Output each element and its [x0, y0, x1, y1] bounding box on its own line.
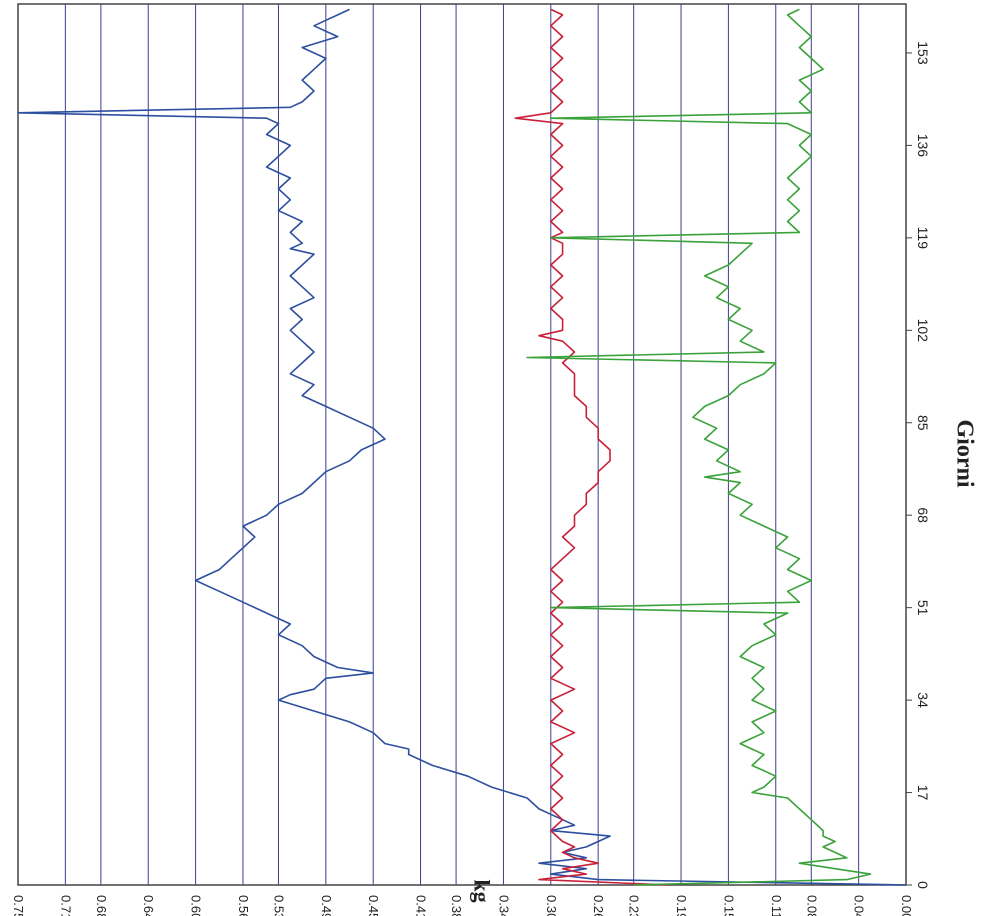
series-line-2 — [526, 8, 872, 886]
x-tick-label: 119 — [915, 227, 931, 250]
x-tick-label: 34 — [915, 692, 931, 708]
y-tick-label: 0.04 — [852, 895, 867, 916]
x-axis-label: Giorni — [951, 419, 978, 488]
y-tick-label: 0.19 — [674, 895, 689, 916]
x-tick-labels: 0 17 34 51 68 85 102 119 136 153 — [906, 41, 931, 889]
series-group — [17, 8, 907, 886]
y-tick-label: 0.15 — [721, 895, 736, 916]
series-line-1 — [514, 8, 670, 886]
grid-lines — [17, 4, 907, 885]
y-tick-label: 0.41 — [414, 895, 429, 916]
y-tick-label: 0.53 — [271, 895, 286, 916]
y-tick-label: 0.68 — [94, 895, 109, 916]
y-tick-label: 0.11 — [769, 895, 784, 916]
x-tick-label: 17 — [915, 785, 931, 801]
y-tick-label: 0.00 — [899, 895, 914, 916]
x-tick-label: 68 — [915, 507, 931, 523]
y-tick-label: 0.38 — [449, 895, 464, 916]
plot-frame — [17, 3, 907, 886]
y-tick-label: 0.45 — [366, 895, 381, 916]
y-tick-label: 0.64 — [141, 895, 156, 916]
x-tick-label: 0 — [915, 881, 931, 889]
y-tick-label: 0.56 — [236, 895, 251, 916]
y-tick-label: 0.23 — [627, 895, 642, 916]
y-tick-label: 0.30 — [544, 895, 559, 916]
x-tick-label: 102 — [915, 319, 931, 343]
y-axis-label: kg — [469, 879, 495, 903]
y-tick-label: 0.60 — [189, 895, 204, 916]
y-tick-label: 0.08 — [804, 895, 819, 916]
series-line-0 — [17, 8, 907, 886]
y-tick-label: 0.34 — [496, 895, 511, 916]
y-tick-label: 0.71 — [58, 895, 73, 916]
x-tick-label: 153 — [915, 41, 931, 65]
y-tick-labels: 0.00 0.04 0.08 0.11 0.15 0.19 0.23 0.26 0.30 0.34… — [11, 895, 914, 916]
x-tick-label: 51 — [915, 600, 931, 616]
y-tick-label: 0.49 — [319, 895, 334, 916]
x-tick-label: 136 — [915, 134, 931, 158]
x-tick-label: 85 — [915, 415, 931, 431]
y-tick-label: 0.26 — [591, 895, 606, 916]
y-tick-label: 0.75 — [11, 895, 26, 916]
